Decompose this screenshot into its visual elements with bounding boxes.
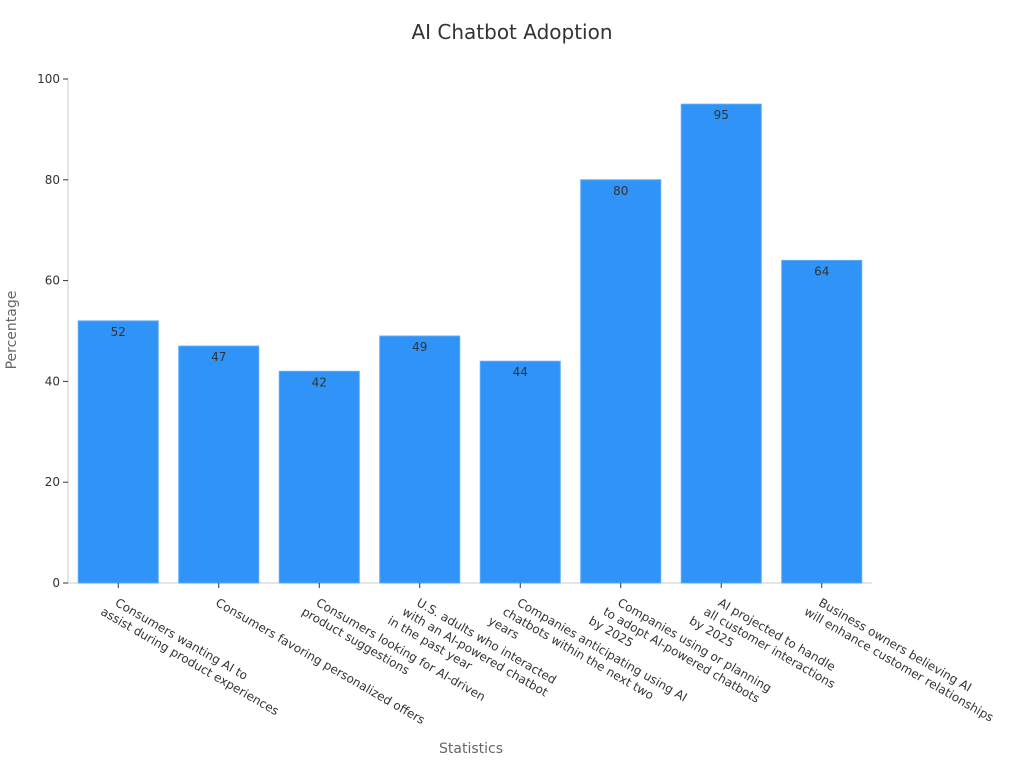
y-tick-label: 40 — [45, 374, 60, 388]
bar-value-label: 80 — [613, 184, 628, 198]
bar — [781, 259, 863, 584]
bar — [278, 370, 360, 584]
bar-value-label: 42 — [312, 375, 327, 389]
bar-value-label: 49 — [412, 340, 427, 354]
bar — [178, 345, 260, 584]
y-tick-label: 100 — [37, 72, 60, 86]
x-axis-label: Statistics — [439, 741, 503, 757]
bar-value-label: 52 — [111, 325, 126, 339]
x-tick-label: Consumers wanting AI toassist during pro… — [98, 591, 289, 718]
y-tick-label: 80 — [45, 173, 60, 187]
bar-value-label: 95 — [714, 108, 729, 122]
y-tick-label: 0 — [52, 576, 60, 590]
bar-value-label: 47 — [211, 350, 226, 364]
chart-title: AI Chatbot Adoption — [411, 20, 613, 44]
bar-value-label: 44 — [513, 365, 528, 379]
bar — [479, 360, 561, 584]
bar — [580, 179, 662, 584]
y-tick-label: 20 — [45, 475, 60, 489]
bar — [680, 103, 762, 584]
y-tick-label: 60 — [45, 274, 60, 288]
bar-value-label: 64 — [814, 264, 829, 278]
bar — [379, 335, 461, 584]
bar — [77, 320, 159, 584]
